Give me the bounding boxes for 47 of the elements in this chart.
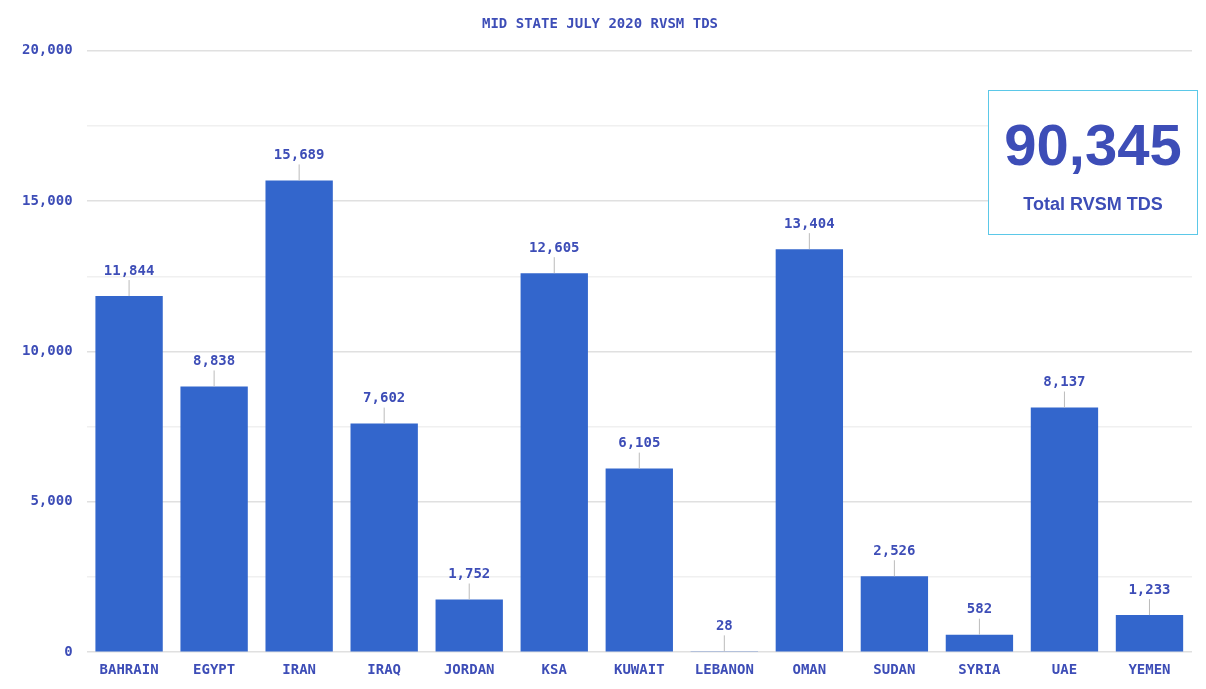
y-tick-label: 10,000	[21, 342, 73, 359]
bar	[1030, 407, 1099, 652]
x-tick-label: BAHRAIN	[99, 661, 159, 678]
x-tick-label: SYRIA	[958, 661, 1002, 678]
bar	[775, 249, 844, 652]
data-label: 8,137	[1043, 373, 1086, 390]
bar	[1115, 615, 1184, 652]
bar	[435, 599, 503, 652]
x-tick-label: KUWAIT	[614, 661, 665, 678]
data-label: 7,602	[363, 389, 406, 406]
annotation: 90,345	[1004, 110, 1182, 179]
x-tick-label: IRAQ	[367, 661, 402, 678]
y-tick-label: 0	[64, 642, 73, 659]
bar	[95, 296, 163, 652]
y-tick-label: 20,000	[21, 41, 73, 58]
bar	[180, 386, 248, 652]
y-tick-label: 5,000	[30, 492, 73, 509]
data-label: 2,526	[873, 541, 916, 558]
chart-title: MID STATE JULY 2020 RVSM TDS	[481, 15, 719, 32]
annotation: Total RVSM TDS	[1023, 193, 1163, 216]
bar	[350, 423, 418, 652]
data-label: 582	[966, 600, 993, 617]
x-tick-label: UAE	[1051, 661, 1078, 678]
bar	[605, 468, 673, 652]
x-tick-label: LEBANON	[694, 661, 754, 678]
x-tick-label: EGYPT	[193, 661, 236, 678]
x-tick-label: OMAN	[792, 661, 827, 678]
summary-box: 90,345 Total RVSM TDS	[988, 90, 1198, 235]
x-tick-label: YEMEN	[1128, 661, 1171, 678]
data-label: 12,605	[528, 238, 580, 255]
x-tick-label: IRAN	[282, 661, 317, 678]
data-label: 13,404	[784, 214, 835, 231]
x-tick-label: JORDAN	[443, 661, 495, 678]
data-label: 1,752	[448, 565, 491, 582]
data-label: 15,689	[273, 146, 325, 163]
bar	[860, 576, 929, 652]
data-label: 1,233	[1128, 580, 1171, 597]
bar	[945, 634, 1014, 652]
y-tick-label: 15,000	[21, 191, 73, 208]
data-label: 6,105	[618, 434, 661, 451]
data-label: 11,844	[103, 261, 155, 278]
data-label: 8,838	[193, 352, 236, 369]
bar	[265, 180, 333, 652]
data-label: 28	[715, 617, 733, 633]
bar	[520, 273, 588, 652]
x-tick-label: KSA	[541, 661, 568, 678]
x-tick-label: SUDAN	[873, 661, 916, 678]
